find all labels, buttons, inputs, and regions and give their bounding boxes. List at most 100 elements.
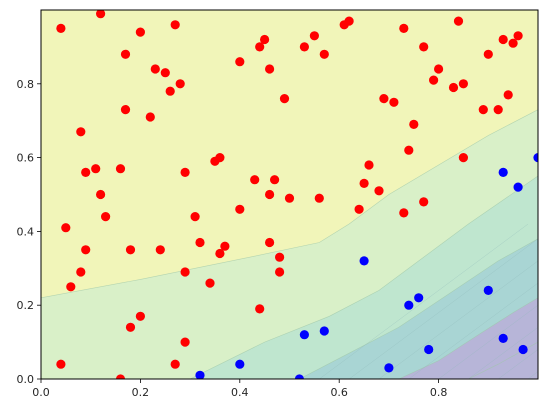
y-tick-label: 0.8: [17, 78, 35, 91]
red-point-16: [175, 79, 185, 89]
blue-point-6: [483, 285, 493, 295]
red-point-44: [215, 153, 225, 163]
contour-level-5: [468, 342, 538, 379]
red-point-82: [115, 374, 126, 379]
blue-point-10: [498, 333, 508, 343]
contour-line-diag-3: [408, 282, 538, 379]
red-point-33: [434, 64, 444, 74]
blue-point-7: [299, 330, 309, 340]
red-point-78: [255, 304, 265, 314]
red-point-67: [215, 248, 225, 259]
red-point-36: [478, 105, 488, 115]
y-tick-label: 0.2: [17, 299, 35, 312]
red-point-74: [205, 278, 215, 288]
red-point-75: [275, 267, 285, 277]
red-point-21: [299, 42, 309, 52]
blue-point-8: [319, 326, 329, 336]
red-point-23: [339, 20, 349, 30]
red-point-13: [135, 27, 145, 37]
red-point-50: [404, 145, 414, 155]
red-point-62: [419, 197, 429, 207]
blue-point-12: [235, 359, 245, 369]
red-point-9: [498, 34, 508, 45]
red-point-22: [319, 49, 329, 59]
contour-line-diag-1: [348, 238, 538, 379]
plot-frame: [40, 9, 539, 380]
blue-point-4: [414, 293, 424, 303]
red-point-17: [165, 86, 175, 96]
red-point-71: [76, 267, 86, 277]
red-point-81: [56, 359, 66, 369]
red-point-4: [309, 31, 319, 41]
red-point-2: [170, 20, 180, 30]
red-point-10: [508, 38, 518, 48]
x-tick-label: 0.0: [32, 386, 50, 399]
red-point-3: [260, 34, 270, 45]
red-point-26: [120, 105, 131, 115]
red-point-8: [483, 49, 493, 59]
contour-line-diag-4: [438, 304, 538, 379]
red-point-56: [235, 204, 245, 214]
blue-point-9: [424, 344, 434, 355]
red-point-66: [195, 237, 205, 248]
contour-line-diag-2: [378, 260, 538, 379]
x-axis: 0.0 0.2 0.4 0.6 0.8: [32, 379, 447, 399]
x-tick-label: 0.8: [430, 386, 448, 399]
y-axis: 0.0 0.2 0.4 0.6 0.8: [17, 78, 41, 386]
red-point-11: [513, 31, 523, 41]
red-point-60: [374, 186, 384, 196]
red-point-63: [81, 245, 91, 255]
blue-point-5: [404, 300, 414, 310]
red-point-64: [125, 245, 136, 255]
red-point-53: [96, 189, 106, 200]
red-point-49: [364, 160, 374, 170]
red-point-46: [270, 175, 280, 185]
data-points: [56, 10, 538, 379]
red-point-1: [96, 10, 106, 19]
contour-line-1: [189, 175, 538, 379]
red-point-61: [399, 208, 409, 218]
red-point-39: [81, 167, 91, 177]
x-tick-label: 0.4: [231, 386, 249, 399]
contour-line-0: [41, 109, 538, 299]
red-point-80: [170, 359, 180, 369]
red-point-77: [125, 322, 136, 332]
red-point-70: [275, 252, 285, 262]
red-point-15: [160, 68, 170, 78]
red-point-6: [399, 23, 409, 33]
red-point-55: [190, 212, 200, 222]
red-point-45: [250, 175, 260, 185]
contour-background: [41, 10, 538, 379]
red-point-14: [150, 64, 160, 74]
red-point-65: [155, 245, 165, 255]
blue-point-1: [533, 153, 538, 163]
blue-point-15: [384, 363, 394, 373]
red-point-28: [279, 94, 290, 104]
red-point-24: [419, 42, 429, 52]
red-point-47: [314, 193, 324, 203]
red-point-57: [265, 189, 275, 200]
contour-line-diag-6: [498, 349, 538, 379]
blue-point-0: [498, 167, 508, 177]
x-tick-label: 0.6: [330, 386, 348, 399]
red-point-30: [389, 97, 399, 107]
red-point-7: [453, 16, 464, 26]
red-point-20: [265, 64, 275, 74]
red-point-79: [180, 337, 190, 347]
red-point-73: [180, 267, 190, 277]
blue-point-3: [359, 256, 369, 266]
red-point-12: [120, 49, 131, 59]
red-point-42: [180, 167, 190, 177]
contour-line-diag-0: [319, 223, 529, 379]
red-point-54: [101, 212, 111, 222]
contour-line-diag-5: [468, 327, 538, 379]
red-point-40: [91, 164, 101, 174]
red-point-68: [220, 241, 230, 251]
red-point-18: [235, 57, 245, 67]
blue-point-11: [518, 344, 528, 355]
y-tick-label: 0.6: [17, 152, 35, 165]
red-point-58: [284, 193, 295, 203]
y-tick-label: 0.0: [17, 373, 35, 386]
red-point-19: [255, 42, 265, 52]
